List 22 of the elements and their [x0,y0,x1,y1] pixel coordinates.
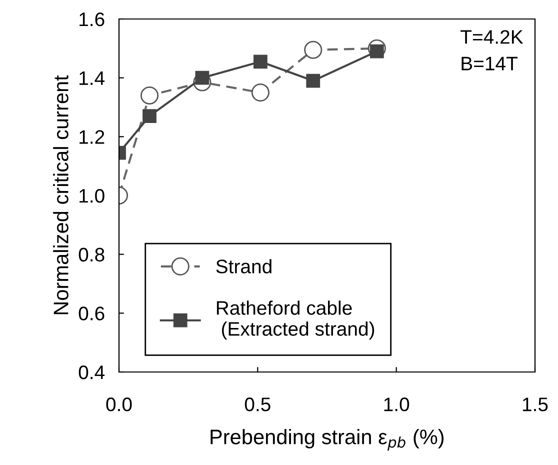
point [140,86,159,105]
x-tick-label: 1.0 [384,398,410,412]
x-axis-title: Prebending strain ε$_{pb}$ (%) [210,429,444,451]
legend-label: Strand [216,259,272,274]
y-tick-label: 1.6 [80,12,104,26]
point [306,74,320,88]
y-tick-label: 0.6 [78,306,104,320]
y-tick-label: 1.4 [80,72,105,85]
point [304,40,322,59]
y-tick-label: 0.8 [78,248,104,262]
x-tick-label: 1.5 [522,398,548,412]
x-tick-label: 0.0 [106,398,132,412]
annotation: T=4.2K B=14T [460,30,524,70]
y-axis-title: Normalized critical current [53,75,68,314]
x-tick-label: 0.5 [244,398,270,412]
y-tick-label: 1.0 [80,188,104,203]
point [142,109,156,124]
y-tick-label: 1.2 [80,130,104,144]
point [253,54,268,69]
y-tick-label: 0.4 [78,365,105,380]
point [251,84,270,102]
legend-label: Ratheford cable (Extracted strand) [216,300,374,340]
